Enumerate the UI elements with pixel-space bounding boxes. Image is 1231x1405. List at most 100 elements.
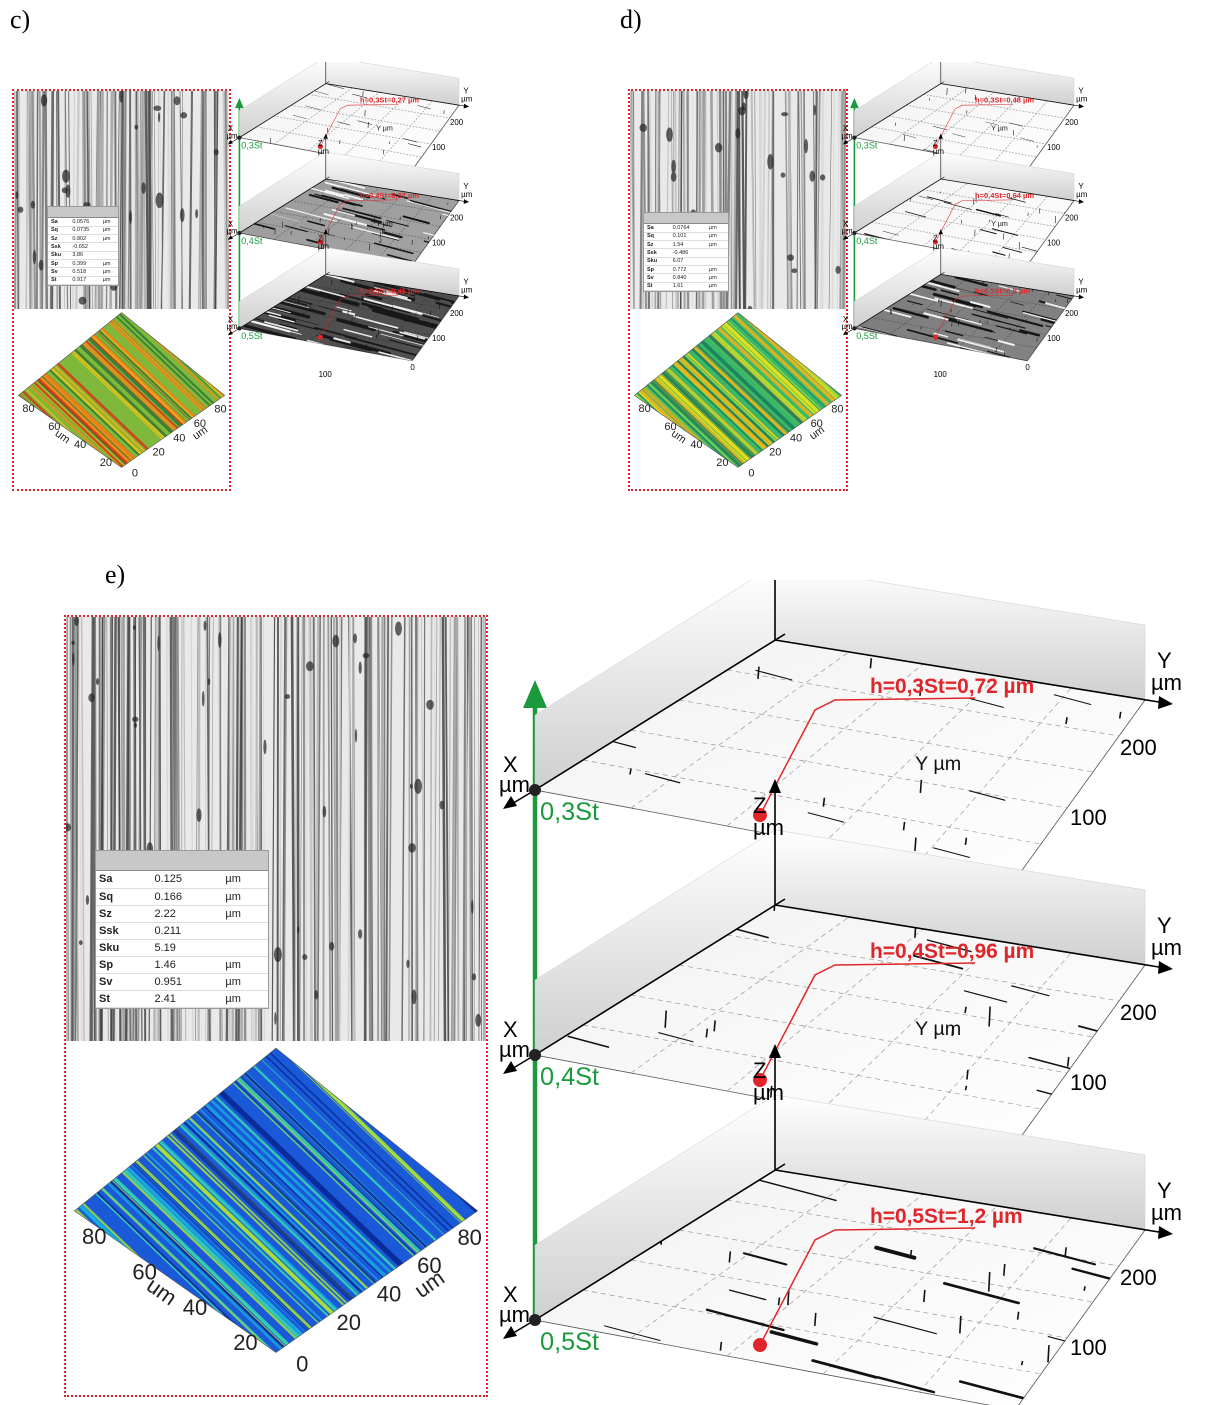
table-row: Sku 6.07 xyxy=(644,257,728,267)
x-axis-label: X xyxy=(503,752,518,777)
x-axis-unit: µm xyxy=(841,131,853,140)
level-label: 0,3St xyxy=(241,140,263,150)
param-unit: µm xyxy=(222,905,268,923)
annotation-marker xyxy=(753,1338,767,1352)
y-tick-0: 0 xyxy=(1025,363,1030,372)
y-tick-200: 200 xyxy=(1065,309,1079,318)
surface-tick-right: 80 xyxy=(214,404,226,416)
param-unit: µm xyxy=(706,232,728,242)
surface-tick-left: 80 xyxy=(82,1224,106,1249)
param-unit: µm xyxy=(99,226,118,236)
param-value: 0.802 xyxy=(69,234,100,244)
param-unit: µm xyxy=(99,276,118,285)
surface-tick-right: 60 xyxy=(194,418,206,430)
param-value: 1.46 xyxy=(151,956,223,974)
plane-y-label: Y µm xyxy=(915,1018,961,1040)
param-value: 1.61 xyxy=(669,282,707,291)
param-value: 0.166 xyxy=(151,888,223,906)
y-tick-100: 100 xyxy=(1070,1335,1107,1360)
param-value: 0.951 xyxy=(151,973,223,991)
surface-tick-right: 40 xyxy=(173,432,185,444)
surface-tick-right: 40 xyxy=(790,432,802,444)
micrograph-image xyxy=(14,91,229,309)
param-name: Ssk xyxy=(48,242,70,252)
table-row: Sq 0.166 µm xyxy=(96,888,268,906)
y-axis-label: Y xyxy=(463,87,469,96)
param-name: Sa xyxy=(96,871,152,889)
surface-tick-right: 40 xyxy=(377,1282,401,1307)
threshold-slice: ZµmYµmXµm2001000100Y µmh=0,3St=0,27 µm0,… xyxy=(226,62,473,188)
z-axis-label: Z xyxy=(933,234,938,243)
param-name: Sku xyxy=(96,939,152,957)
y-tick-200: 200 xyxy=(1120,735,1157,760)
table-row: Sq 0.0735 µm xyxy=(48,226,118,236)
level-label: 0,3St xyxy=(540,798,599,826)
param-unit: µm xyxy=(99,267,118,277)
annotation-marker xyxy=(932,334,938,340)
y-tick-100: 100 xyxy=(1070,1070,1107,1095)
table-row: Sku 5.19 xyxy=(96,939,268,957)
sample-frame xyxy=(64,615,488,1397)
y-axis-label: Y xyxy=(1157,1178,1172,1203)
x-axis-label: X xyxy=(843,220,849,229)
surface-tick-left: 20 xyxy=(100,457,112,469)
param-name: Sq xyxy=(96,888,152,906)
panel-label-e: e) xyxy=(105,560,126,589)
threshold-slice: ZµmYµmXµm2001000100Y µmh=0,4St=0,96 µm0,… xyxy=(499,779,1182,1195)
x-axis-unit: µm xyxy=(499,1302,530,1327)
param-unit xyxy=(706,257,728,267)
param-unit: µm xyxy=(706,282,728,291)
annotation-marker xyxy=(753,808,767,822)
threshold-annotation: h=0,3St=0,48 µm xyxy=(975,96,1034,105)
surface-tick-left: 60 xyxy=(48,421,60,433)
table-row: St 0.917 µm xyxy=(48,276,118,285)
y-axis-label: Y xyxy=(1078,182,1084,191)
threshold-annotation: h=0,4St=0,37 µm xyxy=(360,191,419,200)
surface-tick-right: 0 xyxy=(748,468,754,480)
z-axis-label: Z xyxy=(753,793,766,818)
param-unit: µm xyxy=(222,990,268,1008)
param-name: Sp xyxy=(48,259,70,269)
y-tick-200: 200 xyxy=(1120,1000,1157,1025)
annotation-marker xyxy=(753,1073,767,1087)
y-tick-100: 100 xyxy=(1047,239,1061,248)
y-axis-label: Y xyxy=(463,182,469,191)
z-axis-label: Z xyxy=(318,234,323,243)
plane-y-label: Y µm xyxy=(915,753,961,775)
panel-c: Sa 0.0576 µm Sq 0.0735 µm Sz 0.802 µm Ssk -0.652 Sk… xyxy=(0,0,615,500)
param-value: 5.19 xyxy=(151,939,223,957)
x-axis-unit: µm xyxy=(226,322,238,331)
y-tick-100: 100 xyxy=(1047,143,1061,152)
y-tick-100: 100 xyxy=(432,334,446,343)
surface-tick-right: 0 xyxy=(296,1351,308,1376)
threshold-slices-plot: ZµmYµmXµm2001000100Y µmh=0,3St=0,72 µm0,… xyxy=(499,580,1182,1405)
table-row: Sz 1.54 µm xyxy=(644,240,728,250)
y-tick-200: 200 xyxy=(450,309,464,318)
surface-tick-right: 20 xyxy=(336,1310,360,1335)
x-axis-unit: µm xyxy=(226,227,238,236)
z-axis-label: Z xyxy=(933,139,938,148)
roughness-table: Sa 0.0764 µm Sq 0.101 µm Sz 1.54 µm Ssk -0.486 Sku 6… xyxy=(643,212,729,292)
annotation-marker xyxy=(932,239,938,245)
table-header xyxy=(48,207,118,218)
param-unit xyxy=(99,242,118,252)
threshold-annotation: h=0,3St=0,27 µm xyxy=(360,96,419,105)
level-label: 0,5St xyxy=(540,1328,599,1356)
table-row: Sku 3.86 xyxy=(48,251,118,261)
param-name: Sa xyxy=(644,224,670,233)
threshold-slice: ZµmYµmXµm2001000100Y µmh=0,3St=0,72 µm0,… xyxy=(499,580,1182,930)
threshold-slice: ZµmYµmXµm2001000100Y µmh=0,3St=0,48 µm0,… xyxy=(841,62,1088,188)
param-unit: µm xyxy=(706,224,728,233)
param-value: -0.486 xyxy=(669,248,707,258)
level-label: 0,4St xyxy=(540,1063,599,1091)
param-value: 0.518 xyxy=(69,267,100,277)
surface-tick-left: 40 xyxy=(690,439,702,451)
y-tick-200: 200 xyxy=(1065,213,1079,222)
x-axis-unit: µm xyxy=(499,772,530,797)
threshold-slice: ZµmYµmXµm2001000100Y µmh=0,4St=0,64 µm0,… xyxy=(841,133,1088,284)
param-unit xyxy=(222,922,268,940)
param-name: Sv xyxy=(96,973,152,991)
y-tick-200: 200 xyxy=(1065,118,1079,127)
